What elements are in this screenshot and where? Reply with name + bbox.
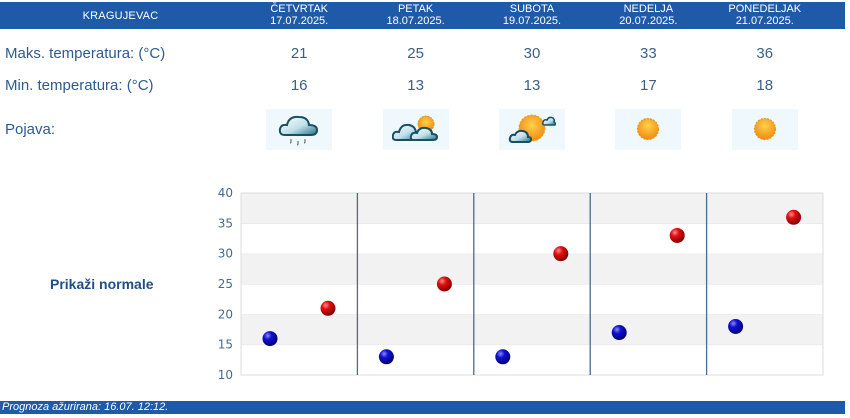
day-header-2: PETAK 18.07.2025.: [357, 2, 473, 29]
min-temp-row: Min. temperatura: (°C) 16 13 13 17 18: [0, 74, 850, 96]
y-axis: 10 15 20 25 30 35 40: [218, 186, 233, 382]
chart-grid: [240, 192, 824, 376]
data-points: [262, 209, 802, 365]
min-temp-point: [611, 325, 627, 341]
day-date: 19.07.2025.: [502, 15, 562, 27]
temperature-chart: 10 15 20 25 30 35 40: [218, 186, 824, 382]
phenomenon-row: Pojava:: [0, 108, 850, 150]
svg-text:35: 35: [218, 216, 233, 230]
forecast-updated: Prognoza ažurirana: 16.07. 12:12.: [0, 401, 845, 414]
min-temp-value: 16: [290, 76, 308, 94]
weather-cell: [241, 108, 357, 150]
day-name: PETAK: [397, 3, 434, 15]
max-temp-value: 30: [523, 44, 541, 62]
day-name: PONEDELJAK: [728, 3, 802, 15]
max-temp-point: [553, 246, 569, 262]
day-name: NEDELJA: [623, 3, 674, 15]
max-temp-value: 36: [756, 44, 774, 62]
max-temp-point: [320, 300, 336, 316]
day-date: 18.07.2025.: [386, 15, 445, 27]
max-temp-row: Maks. temperatura: (°C) 21 25 30 33 36: [0, 42, 850, 64]
day-name: SUBOTA: [509, 3, 555, 15]
min-temp-point: [262, 331, 278, 347]
max-temp-label: Maks. temperatura: (°C): [5, 44, 166, 62]
svg-text:20: 20: [218, 307, 233, 321]
show-normals-link[interactable]: Prikaži normale: [50, 276, 154, 292]
weather-cell: [357, 108, 473, 150]
weather-cell: [474, 108, 590, 150]
day-header-4: NEDELJA 20.07.2025.: [590, 2, 706, 29]
max-temp-value: 33: [640, 44, 657, 62]
city-name: KRAGUJEVAC: [82, 9, 159, 22]
day-header-3: SUBOTA 19.07.2025.: [474, 2, 590, 29]
mostly-sunny-icon: [498, 108, 565, 150]
weather-cell: [590, 108, 706, 150]
weather-cell: [707, 108, 823, 150]
svg-text:15: 15: [218, 338, 233, 352]
min-temp-point: [495, 349, 511, 365]
min-temp-value: 13: [407, 76, 424, 94]
day-header-1: ČETVRTAK 17.07.2025.: [241, 2, 357, 29]
max-temp-point: [786, 209, 802, 225]
svg-text:30: 30: [218, 247, 233, 261]
day-dividers: [356, 193, 708, 375]
min-temp-value: 13: [523, 76, 541, 94]
forecast-header: KRAGUJEVAC ČETVRTAK 17.07.2025. PETAK 18…: [0, 2, 845, 29]
min-temp-point: [728, 318, 744, 334]
max-temp-value: 25: [407, 44, 424, 62]
day-name: ČETVRTAK: [270, 3, 329, 15]
partly-cloudy-icon: [382, 108, 449, 150]
sun-icon: [615, 108, 682, 150]
svg-text:25: 25: [218, 277, 233, 291]
svg-text:40: 40: [218, 186, 233, 200]
max-temp-value: 21: [290, 44, 308, 62]
min-temp-value: 18: [756, 76, 774, 94]
max-temp-point: [669, 227, 685, 243]
day-header-5: PONEDELJAK 21.07.2025.: [707, 2, 823, 29]
svg-text:10: 10: [218, 368, 233, 382]
day-date: 21.07.2025.: [735, 15, 794, 27]
max-temp-point: [436, 276, 452, 292]
rain-cloud-icon: [266, 108, 333, 150]
phenomenon-label: Pojava:: [5, 120, 56, 138]
sun-icon: [731, 108, 798, 150]
min-temp-point: [378, 349, 394, 365]
min-temp-value: 17: [640, 76, 657, 94]
day-date: 20.07.2025.: [619, 15, 678, 27]
day-date: 17.07.2025.: [270, 15, 329, 27]
min-temp-label: Min. temperatura: (°C): [5, 76, 154, 94]
